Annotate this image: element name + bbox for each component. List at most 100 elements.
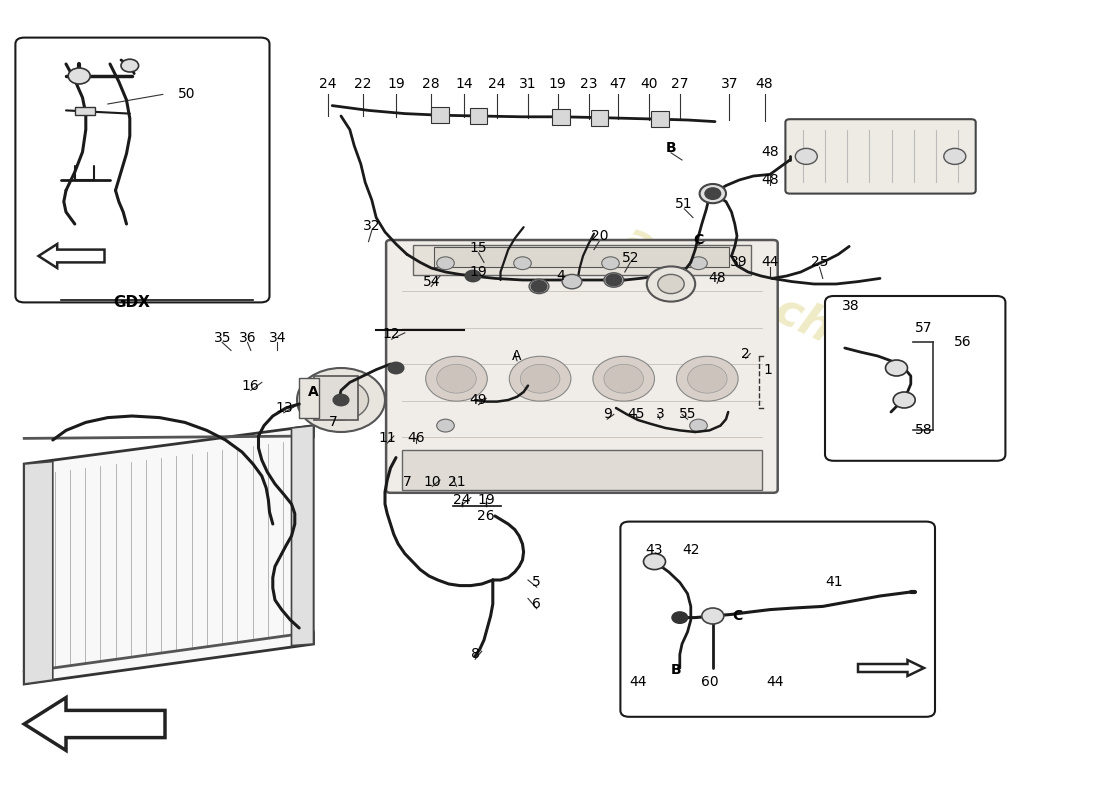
Text: 55: 55 — [679, 407, 696, 422]
Bar — [431, 107, 449, 123]
Text: 51: 51 — [675, 197, 693, 211]
Text: 11: 11 — [378, 431, 396, 446]
Text: 54: 54 — [422, 274, 440, 289]
Text: 26: 26 — [477, 509, 495, 523]
Text: 16: 16 — [242, 378, 260, 393]
Circle shape — [531, 281, 547, 292]
Text: 36: 36 — [239, 330, 256, 345]
Text: 22: 22 — [354, 77, 372, 91]
Text: B: B — [666, 141, 676, 155]
Text: 3: 3 — [656, 407, 664, 422]
Circle shape — [520, 364, 560, 393]
Text: 12: 12 — [383, 327, 400, 342]
Circle shape — [644, 554, 666, 570]
Text: 19: 19 — [549, 77, 566, 91]
Text: 52: 52 — [621, 250, 639, 265]
Text: 7: 7 — [329, 415, 338, 430]
Circle shape — [509, 356, 571, 401]
Circle shape — [690, 419, 707, 432]
Circle shape — [706, 189, 719, 198]
Circle shape — [388, 362, 404, 374]
Text: 39: 39 — [730, 255, 748, 270]
Bar — [434, 247, 729, 267]
Text: 19: 19 — [477, 493, 495, 507]
Circle shape — [297, 368, 385, 432]
Text: 38: 38 — [842, 298, 859, 313]
Text: 44: 44 — [629, 674, 647, 689]
Circle shape — [529, 279, 549, 294]
Text: 25: 25 — [811, 255, 828, 270]
Circle shape — [795, 149, 817, 164]
Bar — [651, 111, 669, 127]
Text: 48: 48 — [756, 77, 773, 91]
Circle shape — [602, 257, 619, 270]
Text: 4: 4 — [557, 269, 565, 283]
Text: 60: 60 — [701, 674, 718, 689]
Text: 19: 19 — [470, 265, 487, 279]
Text: 57: 57 — [915, 321, 933, 335]
Text: 44: 44 — [761, 255, 779, 270]
Text: 58: 58 — [915, 423, 933, 438]
Circle shape — [593, 356, 654, 401]
Text: 9: 9 — [603, 407, 612, 422]
Circle shape — [604, 364, 644, 393]
Circle shape — [702, 608, 724, 624]
Circle shape — [604, 273, 624, 287]
Text: 56: 56 — [954, 335, 971, 350]
Text: 48: 48 — [708, 271, 726, 286]
Text: 14: 14 — [455, 77, 473, 91]
Polygon shape — [24, 462, 53, 684]
Text: C: C — [732, 609, 742, 623]
Circle shape — [426, 356, 487, 401]
Text: 48: 48 — [761, 145, 779, 159]
Text: 13: 13 — [275, 401, 293, 415]
FancyBboxPatch shape — [386, 240, 778, 493]
Text: 10: 10 — [424, 474, 441, 489]
Text: 45: 45 — [627, 407, 645, 422]
Text: 20: 20 — [591, 229, 608, 243]
Text: 49: 49 — [470, 393, 487, 407]
Text: 1: 1 — [763, 362, 772, 377]
Bar — [470, 108, 487, 124]
Text: 48: 48 — [761, 173, 779, 187]
Text: 15: 15 — [470, 241, 487, 255]
Circle shape — [658, 274, 684, 294]
Text: 28: 28 — [422, 77, 440, 91]
Text: 6: 6 — [532, 597, 541, 611]
Polygon shape — [292, 426, 313, 646]
Text: GDX: GDX — [113, 295, 151, 310]
Text: 34: 34 — [268, 330, 286, 345]
Circle shape — [333, 394, 349, 406]
Bar — [591, 110, 608, 126]
Text: 24: 24 — [453, 493, 471, 507]
FancyBboxPatch shape — [15, 38, 270, 302]
Bar — [314, 376, 358, 420]
Bar — [299, 378, 319, 418]
Text: 43: 43 — [646, 543, 663, 558]
Text: 41: 41 — [825, 575, 843, 590]
Bar — [402, 450, 762, 490]
Text: A: A — [513, 349, 521, 363]
Text: 1985: 1985 — [658, 328, 772, 408]
Text: 50: 50 — [178, 87, 196, 102]
Text: 21: 21 — [448, 474, 465, 489]
Circle shape — [514, 257, 531, 270]
Text: 2: 2 — [741, 346, 750, 361]
Circle shape — [121, 59, 139, 72]
Circle shape — [700, 184, 726, 203]
Text: 27: 27 — [671, 77, 689, 91]
Text: 40: 40 — [640, 77, 658, 91]
Text: 44: 44 — [767, 674, 784, 689]
Circle shape — [893, 392, 915, 408]
Text: 24: 24 — [488, 77, 506, 91]
Text: 31: 31 — [519, 77, 537, 91]
Text: A: A — [308, 385, 319, 399]
Circle shape — [465, 270, 481, 282]
FancyBboxPatch shape — [785, 119, 976, 194]
Circle shape — [647, 266, 695, 302]
Text: C: C — [693, 233, 704, 247]
Circle shape — [606, 274, 621, 286]
Circle shape — [437, 364, 476, 393]
Text: 5: 5 — [532, 575, 541, 590]
Circle shape — [437, 257, 454, 270]
